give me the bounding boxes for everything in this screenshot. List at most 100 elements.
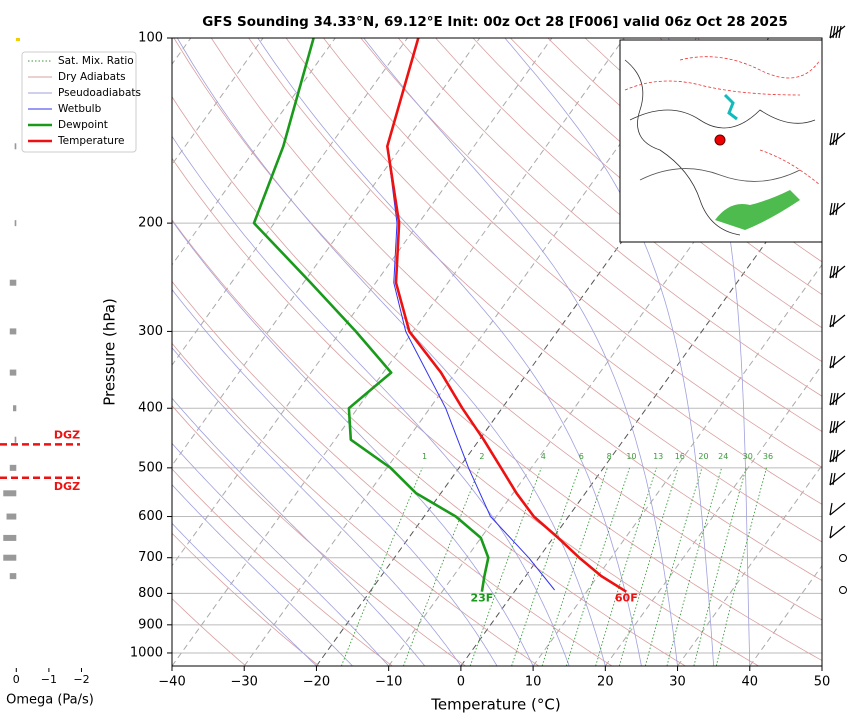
dry-adiabat [172, 468, 393, 666]
barb-feather [835, 265, 839, 279]
pseudoadiabat [257, 38, 642, 666]
mixing-ratio-label: 2 [479, 452, 484, 461]
omega-bar [9, 369, 17, 376]
profile-line [386, 38, 627, 593]
dry-adiabat [172, 342, 540, 666]
map-inset [619, 39, 823, 243]
y-tick-label: 800 [138, 586, 163, 601]
omega-tick-label: −1 [41, 673, 57, 686]
background-lines [172, 38, 822, 666]
mixing-ratio-label: 8 [607, 452, 612, 461]
mixing-ratio-label: 1 [422, 452, 427, 461]
omega-bar [9, 328, 17, 335]
profiles [252, 38, 627, 593]
omega-tick-label: −2 [73, 673, 89, 686]
barb-staff [829, 502, 846, 516]
barb-staff [829, 472, 846, 486]
omega-bar [14, 220, 17, 227]
legend-label: Pseudoadiabats [58, 87, 141, 99]
barb-feather [829, 392, 833, 406]
surface-annotation: 23F [470, 592, 493, 605]
mixing-ratio-line [511, 467, 580, 666]
barb-staff [829, 525, 846, 539]
dry-adiabat [172, 157, 759, 666]
mixing-ratio-line [618, 467, 679, 666]
legend: Sat. Mix. Ratio Dry Adiabats Pseudoadiabat… [21, 51, 141, 153]
pseudoadiabat [172, 347, 462, 666]
legend-label: Temperature [57, 135, 125, 147]
dry-adiabat [510, 38, 822, 296]
isotherm [172, 38, 553, 567]
y-tick-label: 600 [138, 509, 163, 524]
omega-bar [9, 464, 17, 471]
y-axis-label: Pressure (hPa) [101, 298, 119, 406]
dgz-label: DGZ [54, 428, 80, 441]
mixing-ratio-label: 24 [718, 452, 728, 461]
x-tick-label: −40 [158, 675, 185, 690]
barb-feather [835, 202, 839, 216]
pseudoadiabat [172, 442, 389, 666]
profile-line [252, 38, 490, 592]
dry-adiabat [360, 38, 822, 432]
plot-frame [171, 37, 823, 667]
mixing-ratio-label: 36 [763, 452, 773, 461]
mixing-ratio-label: 10 [626, 452, 636, 461]
omega-bar [13, 405, 17, 412]
barb-feather [829, 202, 833, 216]
mixing-ratio-line [565, 467, 631, 666]
omega-bar [9, 573, 17, 580]
dry-adiabat [210, 38, 822, 582]
isotherm [172, 38, 336, 266]
barb-feather [832, 25, 836, 39]
barb-feather [832, 449, 836, 463]
barb-feather [829, 314, 833, 328]
x-tick-label: −10 [375, 675, 402, 690]
mixing-ratio-label: 4 [541, 452, 546, 461]
pseudoadiabat [172, 135, 570, 666]
mixing-ratio-line [541, 467, 608, 666]
dgz-label: DGZ [54, 480, 80, 493]
omega-panel: 0 −1 −2 DGZ DGZ [0, 143, 90, 686]
pseudoadiabat [363, 38, 678, 666]
legend-label: Dry Adiabats [58, 71, 126, 83]
barb-feather [835, 25, 839, 39]
surface-annotation: 60F [615, 592, 638, 605]
barb-staff [829, 355, 846, 369]
calm-circle [839, 586, 847, 594]
isotherm [172, 38, 264, 166]
barb-feather [832, 265, 836, 279]
barb-feather [829, 265, 833, 279]
mixing-ratio-label: 16 [675, 452, 685, 461]
calm-circle [839, 554, 847, 562]
dry-adiabat [323, 38, 822, 468]
omega-bar [3, 534, 17, 541]
mixing-ratio-line [469, 467, 542, 666]
isotherm [172, 38, 481, 467]
pseudoadiabat [172, 219, 534, 666]
pseudoadiabat [172, 288, 498, 666]
pseudoadiabat [172, 397, 426, 666]
mixing-ratio-line [340, 467, 423, 666]
x-tick-label: 40 [742, 675, 759, 690]
marker [16, 38, 20, 41]
barb-feather [835, 420, 839, 434]
mixing-ratio-label: 30 [743, 452, 753, 461]
mixing-ratio-line [715, 467, 767, 666]
barb-feather [829, 472, 833, 486]
mixing-ratio-label: 20 [698, 452, 708, 461]
x-tick-label: 10 [525, 675, 542, 690]
y-tick-label: 1000 [130, 645, 163, 660]
barb-feather [838, 25, 842, 39]
isotherm [172, 38, 408, 366]
dry-adiabat [172, 280, 613, 666]
omega-bar [9, 279, 17, 286]
barb-feather [832, 420, 836, 434]
barb-feather [832, 132, 836, 146]
x-tick-label: −20 [303, 675, 330, 690]
mixing-ratio-line [644, 467, 703, 666]
dry-adiabat [172, 219, 686, 666]
dry-adiabat [248, 38, 822, 543]
x-tick-label: 50 [814, 675, 831, 690]
barb-feather [835, 449, 839, 463]
dry-adiabat [472, 38, 822, 329]
